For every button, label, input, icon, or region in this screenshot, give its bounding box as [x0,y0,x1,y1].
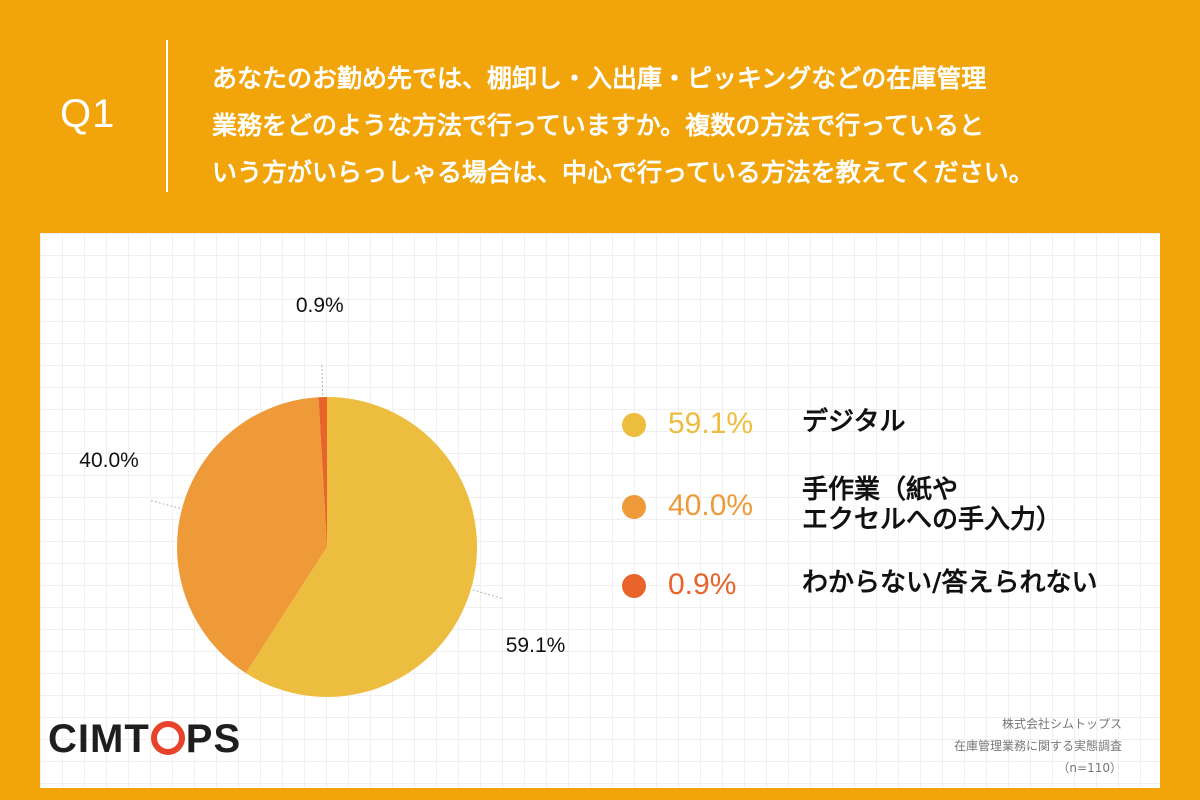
question-label: Q1 [60,92,116,136]
legend-label-line: デジタル [802,407,906,437]
leader-line [321,363,324,396]
legend-label: わからない/答えられない [802,568,1098,598]
data-label: 40.0% [79,449,139,472]
pie-chart: 59.1% 40.0% 0.9% [79,294,566,697]
cimtops-logo: CIMT PS [48,717,241,762]
legend-dot [622,574,646,598]
legend-percent: 59.1% [668,407,754,440]
question-divider [166,40,168,192]
source-sample: （n=110） [1057,761,1122,775]
question-text: あなたのお勤め先では、棚卸し・入出庫・ピッキングなどの在庫管理 業務をどのような… [212,55,1162,196]
pie-slice [245,397,478,697]
question-line: あなたのお勤め先では、棚卸し・入出庫・ピッキングなどの在庫管理 [212,64,987,93]
leader-line [148,499,181,509]
question-line: 業務をどのような方法で行っていますか。複数の方法で行っていると [212,111,985,140]
chart-panel: 59.1% 40.0% 0.9% 59.1% デジタル 40.0% 手作業（紙や エ… [40,233,1160,788]
legend-percent: 40.0% [668,489,754,522]
source-company: 株式会社シムトップス [1001,717,1122,731]
legend-dot [622,495,646,519]
legend-label: デジタル [802,407,905,437]
legend-percent: 0.9% [668,568,737,601]
logo-text-start: CIMT [48,717,150,761]
pie-slice [177,397,327,674]
source-note: 株式会社シムトップス 在庫管理業務に関する実態調査 （n=110） [954,713,1122,779]
leader-line [472,589,504,600]
logo-o-ring-icon [150,721,185,755]
legend-label-line: 手作業（紙や [802,475,959,505]
question-line: いう方がいらっしゃる場合は、中心で行っている方法を教えてください。 [212,158,1034,187]
pie-slice [318,397,327,547]
data-label: 0.9% [296,294,344,317]
legend-label-line: わからない/答えられない [802,568,1098,598]
legend-dot [622,413,646,437]
logo-text-end: PS [185,717,242,761]
legend-label: 手作業（紙や エクセルへの手入力） [802,475,1062,535]
data-label: 59.1% [506,634,566,657]
source-survey: 在庫管理業務に関する実態調査 [953,739,1122,753]
legend-label-line: エクセルへの手入力） [802,505,1063,535]
